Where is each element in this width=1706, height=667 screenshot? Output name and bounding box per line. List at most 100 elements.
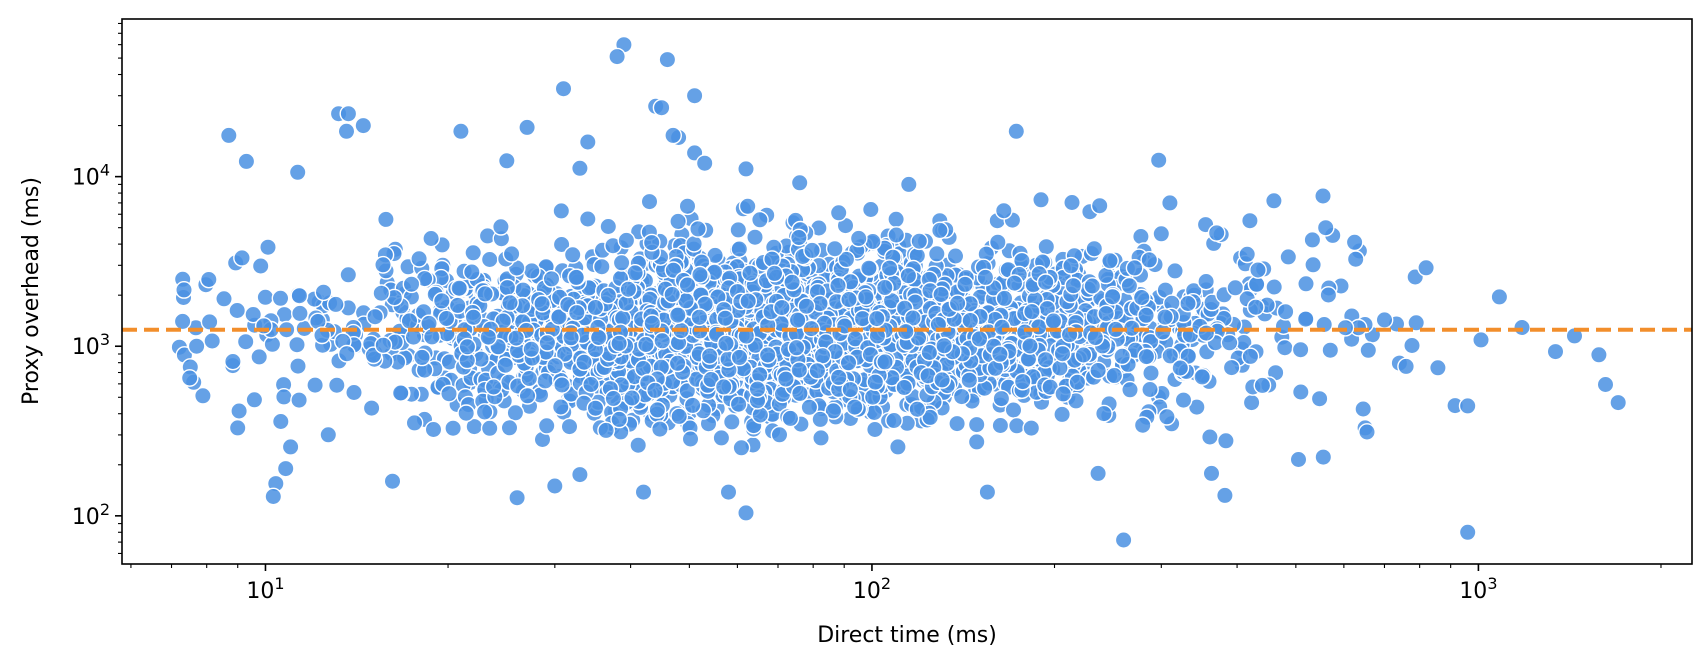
data-point xyxy=(845,398,864,416)
data-point xyxy=(617,231,636,250)
data-point xyxy=(1005,274,1024,292)
data-point xyxy=(578,210,597,228)
data-point xyxy=(668,306,687,324)
data-point xyxy=(700,347,719,365)
data-point xyxy=(970,329,989,348)
data-point xyxy=(518,386,537,405)
data-point xyxy=(1207,223,1226,242)
data-point xyxy=(931,221,949,240)
data-point xyxy=(648,400,667,419)
data-point xyxy=(1596,375,1615,394)
data-point xyxy=(306,376,324,394)
data-point xyxy=(444,419,462,438)
data-point xyxy=(783,273,801,292)
data-point xyxy=(354,116,373,135)
data-point xyxy=(451,122,470,141)
data-point xyxy=(1201,428,1219,446)
data-point xyxy=(868,326,887,345)
data-point xyxy=(345,383,363,402)
data-point xyxy=(1120,276,1139,295)
data-point xyxy=(887,210,905,229)
data-point xyxy=(751,210,769,229)
data-point xyxy=(1105,366,1124,385)
data-point xyxy=(1276,302,1295,321)
data-point xyxy=(791,384,809,403)
y-axis-ticks: 102 103 104 xyxy=(72,22,122,555)
data-point xyxy=(829,203,848,222)
data-point xyxy=(619,280,638,299)
data-point xyxy=(219,126,238,145)
data-point xyxy=(1546,342,1565,361)
data-point xyxy=(1142,364,1160,382)
data-point xyxy=(1197,324,1216,342)
data-point xyxy=(1291,340,1310,359)
data-point xyxy=(629,436,648,455)
data-point xyxy=(829,368,848,387)
data-point xyxy=(751,406,770,424)
data-point xyxy=(803,241,821,260)
data-point xyxy=(567,268,586,287)
data-point xyxy=(730,240,749,258)
data-point xyxy=(739,292,758,310)
data-point xyxy=(405,413,424,432)
data-point xyxy=(1125,258,1144,277)
data-point xyxy=(899,266,918,285)
data-point xyxy=(1217,431,1235,450)
data-point xyxy=(545,477,564,495)
data-point xyxy=(1458,523,1477,542)
data-point xyxy=(992,389,1011,408)
data-point xyxy=(413,348,431,367)
data-point xyxy=(967,432,986,451)
data-point xyxy=(1171,359,1190,377)
data-point xyxy=(1358,423,1376,441)
data-point xyxy=(1246,298,1265,317)
data-point xyxy=(551,398,570,416)
data-point xyxy=(376,210,395,229)
data-point xyxy=(1375,310,1394,329)
data-point xyxy=(787,338,806,357)
data-point xyxy=(841,380,860,399)
data-point xyxy=(271,289,290,308)
data-point xyxy=(813,346,832,365)
data-point xyxy=(1513,318,1531,337)
data-point xyxy=(1133,416,1152,435)
data-point xyxy=(538,333,557,352)
data-point xyxy=(562,328,580,347)
data-point xyxy=(508,488,526,507)
data-point xyxy=(933,370,951,389)
data-point xyxy=(948,294,967,313)
data-point xyxy=(245,390,264,409)
data-point xyxy=(290,304,309,323)
data-point xyxy=(1095,404,1113,423)
data-point xyxy=(1490,287,1509,306)
data-point xyxy=(1153,323,1172,341)
data-point xyxy=(374,255,392,274)
data-point xyxy=(800,398,819,417)
data-point xyxy=(1090,196,1109,215)
data-point xyxy=(812,428,830,447)
data-point xyxy=(777,370,795,388)
data-point xyxy=(899,175,918,194)
data-point xyxy=(458,337,477,356)
data-point xyxy=(400,311,419,330)
data-point xyxy=(1304,255,1323,274)
data-point xyxy=(533,294,551,313)
data-point xyxy=(1220,333,1239,352)
data-point xyxy=(1022,419,1041,437)
data-point xyxy=(362,399,381,417)
data-point xyxy=(1279,247,1298,266)
data-point xyxy=(732,438,751,457)
data-point xyxy=(1086,328,1105,347)
data-point xyxy=(1609,393,1628,412)
data-point xyxy=(391,384,410,402)
data-point xyxy=(1253,376,1272,395)
data-point xyxy=(790,228,808,247)
data-point xyxy=(250,347,269,366)
data-point xyxy=(717,334,735,353)
data-point xyxy=(476,284,494,303)
data-point xyxy=(712,428,731,447)
data-point xyxy=(610,334,628,353)
data-point xyxy=(237,152,256,171)
data-point xyxy=(669,212,687,231)
